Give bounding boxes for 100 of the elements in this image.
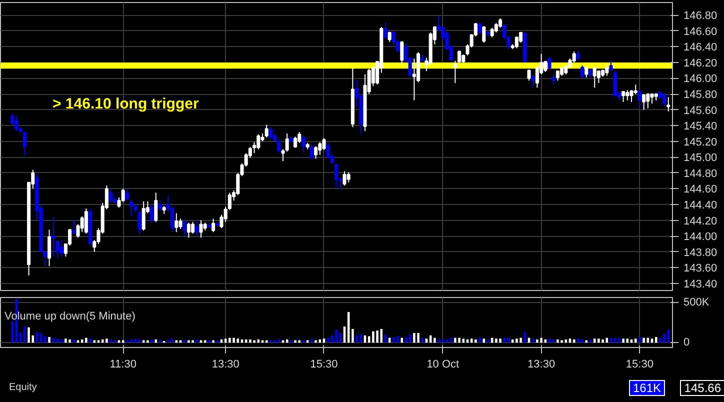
candlestick bbox=[342, 170, 346, 186]
bar bbox=[495, 338, 498, 343]
bar bbox=[179, 340, 182, 343]
bar bbox=[556, 339, 559, 343]
bar bbox=[106, 338, 108, 343]
bar bbox=[638, 337, 641, 343]
bar bbox=[130, 339, 132, 343]
bar bbox=[158, 340, 162, 343]
x-tick-label: 13:30 bbox=[212, 358, 240, 370]
candlestick bbox=[10, 113, 14, 126]
candlestick bbox=[48, 229, 52, 267]
bar bbox=[499, 338, 502, 343]
candlestick bbox=[592, 66, 596, 88]
candlestick bbox=[212, 218, 216, 233]
annotation: > 146.10 long trigger bbox=[52, 96, 199, 112]
bar bbox=[642, 338, 645, 343]
y-tick-label: 145.80 bbox=[684, 89, 718, 102]
candlestick bbox=[580, 65, 584, 79]
bar bbox=[171, 338, 174, 343]
x-tick-label: 11:30 bbox=[110, 358, 136, 370]
bar bbox=[438, 339, 440, 343]
candlestick bbox=[572, 50, 576, 63]
bar bbox=[392, 337, 395, 343]
candlestick bbox=[384, 22, 388, 40]
y-tick-label: 500K bbox=[684, 296, 710, 308]
bar bbox=[150, 339, 153, 343]
bar bbox=[376, 330, 378, 343]
candlestick bbox=[52, 216, 56, 258]
candlestick bbox=[548, 56, 552, 70]
bar bbox=[417, 332, 420, 343]
bar bbox=[68, 339, 71, 343]
candlestick bbox=[634, 84, 638, 95]
candlestick bbox=[613, 70, 617, 96]
bar bbox=[24, 326, 26, 343]
candlestick bbox=[482, 26, 486, 44]
candlestick bbox=[178, 218, 182, 230]
bar bbox=[232, 338, 235, 343]
bar bbox=[253, 340, 256, 343]
candlestick bbox=[392, 30, 396, 48]
candlestick bbox=[531, 74, 535, 88]
candlestick bbox=[650, 94, 654, 104]
candlestick bbox=[84, 208, 88, 234]
candlestick bbox=[150, 204, 154, 224]
candlestick bbox=[498, 18, 502, 28]
candlestick bbox=[596, 70, 600, 84]
candlestick bbox=[109, 188, 113, 204]
candlestick bbox=[642, 94, 646, 110]
candlestick bbox=[535, 66, 539, 88]
candlestick bbox=[666, 96, 670, 112]
candlestick bbox=[302, 134, 306, 153]
bar bbox=[126, 340, 128, 343]
candlestick bbox=[519, 32, 523, 44]
candlestick bbox=[285, 132, 289, 152]
bar bbox=[97, 340, 100, 343]
y-tick-label: 144.20 bbox=[684, 215, 718, 228]
bar bbox=[290, 340, 292, 343]
candlestick bbox=[60, 240, 64, 258]
candlestick bbox=[334, 162, 338, 188]
bar bbox=[204, 340, 206, 343]
candlestick bbox=[626, 90, 630, 101]
bar bbox=[216, 340, 219, 343]
candlestick bbox=[552, 74, 556, 86]
y-tick-label: 146.80 bbox=[684, 10, 718, 22]
bar bbox=[474, 339, 477, 343]
bar bbox=[85, 338, 88, 343]
candlestick bbox=[638, 90, 642, 110]
bar bbox=[249, 339, 252, 343]
candlestick bbox=[490, 27, 494, 38]
candlestick bbox=[125, 188, 129, 202]
y-tick-label: 146.20 bbox=[684, 57, 718, 70]
candlestick bbox=[298, 131, 302, 144]
bar bbox=[208, 340, 210, 343]
candlestick bbox=[458, 50, 462, 64]
bar bbox=[478, 338, 481, 343]
candlestick bbox=[182, 220, 186, 237]
bar bbox=[560, 340, 563, 343]
x-tick-label: 10 Oct bbox=[426, 358, 460, 370]
bar bbox=[146, 340, 149, 343]
bar bbox=[413, 332, 416, 343]
bar bbox=[110, 339, 112, 343]
x-tick-label: 15:30 bbox=[626, 358, 654, 370]
bar bbox=[192, 340, 194, 343]
candlestick bbox=[199, 220, 203, 238]
candlestick bbox=[158, 200, 162, 212]
candlestick bbox=[584, 66, 588, 78]
bar bbox=[183, 340, 186, 343]
bar bbox=[228, 338, 231, 343]
candlestick bbox=[14, 116, 18, 132]
bar bbox=[76, 340, 80, 343]
candlestick bbox=[478, 22, 482, 35]
bar bbox=[310, 339, 313, 343]
bar bbox=[585, 340, 588, 343]
candlestick bbox=[310, 144, 314, 160]
bar bbox=[44, 336, 46, 343]
candlestick bbox=[346, 172, 350, 183]
y-tick-label: 143.60 bbox=[684, 262, 718, 275]
y-tick-label: 146.00 bbox=[684, 73, 718, 86]
bar bbox=[434, 338, 436, 343]
candlestick bbox=[195, 220, 199, 237]
y-tick-label: 143.80 bbox=[684, 246, 718, 259]
